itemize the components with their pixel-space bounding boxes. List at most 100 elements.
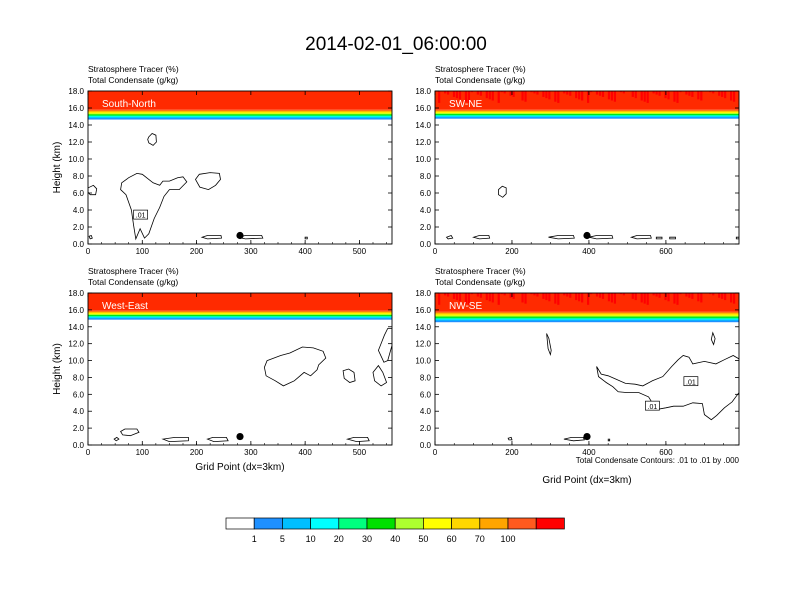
tracer-streak bbox=[512, 91, 515, 97]
tracer-streak bbox=[688, 91, 691, 96]
tracer-streak bbox=[718, 91, 721, 96]
tracer-streak bbox=[479, 293, 482, 298]
tracer-streak bbox=[721, 91, 724, 97]
tracer-streak bbox=[673, 293, 676, 304]
condensate-contour bbox=[372, 364, 388, 387]
colorbar-label: 30 bbox=[362, 534, 372, 544]
tracer-gradient-band bbox=[88, 115, 392, 117]
tracer-streak bbox=[554, 91, 557, 102]
condensate-contour bbox=[588, 235, 614, 240]
condensate-contour bbox=[596, 355, 739, 421]
tracer-gradient-band bbox=[88, 110, 392, 113]
plot-area: .01 .01 bbox=[435, 293, 739, 442]
tracer-streak bbox=[724, 293, 727, 301]
contour-label-box bbox=[133, 209, 149, 220]
tracer-streak bbox=[673, 91, 676, 102]
y-tick-label: 0.0 bbox=[420, 441, 432, 450]
tracer-streak bbox=[732, 91, 736, 102]
tracer-100-band bbox=[88, 293, 392, 311]
y-tick-label: 8.0 bbox=[420, 373, 432, 382]
tracer-streak bbox=[569, 293, 572, 298]
x-tick-label: 400 bbox=[582, 448, 596, 457]
tracer-streak bbox=[640, 293, 643, 303]
tracer-streak bbox=[655, 293, 658, 297]
condensate-contour bbox=[507, 436, 513, 441]
tracer-gradient-band bbox=[88, 317, 392, 319]
tracer-streak bbox=[470, 293, 474, 295]
tracer-gradient-band bbox=[435, 318, 739, 321]
tracer-gradient-band bbox=[88, 109, 392, 112]
tracer-gradient-band bbox=[435, 312, 739, 315]
plot-area bbox=[435, 91, 739, 240]
chart-title-line2: Total Condensate (g/kg) bbox=[435, 277, 525, 287]
tracer-streak bbox=[542, 91, 545, 97]
tracer-streak bbox=[458, 293, 462, 302]
plot-area bbox=[88, 293, 392, 443]
tracer-streak bbox=[554, 293, 557, 304]
x-tick-label: 400 bbox=[298, 247, 312, 256]
y-tick-label: 6.0 bbox=[73, 189, 85, 198]
tracer-streak bbox=[601, 91, 605, 97]
tracer-gradient-band bbox=[88, 117, 392, 119]
tracer-streak bbox=[464, 91, 468, 102]
chart-sw-ne: 0.0 2.0 4.0 6.0 8.0 10.0 12.0 14.0 16.0 18.0 0 200 4… bbox=[415, 64, 740, 256]
tracer-streak bbox=[578, 293, 581, 302]
tracer-gradient-band bbox=[435, 317, 739, 320]
x-tick-label: 200 bbox=[190, 247, 204, 256]
tracer-streak bbox=[607, 293, 611, 302]
section-label: South-North bbox=[102, 99, 156, 110]
tracer-streak bbox=[497, 293, 500, 305]
tracer-streak bbox=[497, 91, 500, 103]
plot-area: .01 bbox=[88, 91, 392, 241]
tracer-streak bbox=[587, 293, 590, 305]
colorbar-label: 100 bbox=[500, 534, 515, 544]
tracer-streak bbox=[658, 293, 661, 298]
chart-west-east: 0.0 2.0 4.0 6.0 8.0 10.0 12.0 14.0 16.0 18.0 0 100 2… bbox=[52, 266, 393, 473]
colorbar-label: 1 bbox=[252, 534, 257, 544]
tracer-streak bbox=[509, 293, 512, 298]
y-tick-label: 4.0 bbox=[420, 206, 432, 215]
tracer-gradient-band bbox=[88, 112, 392, 114]
tracer-streak bbox=[488, 293, 491, 302]
tracer-streak bbox=[581, 293, 584, 303]
y-tick-label: 18.0 bbox=[415, 87, 431, 96]
tracer-streak bbox=[524, 91, 527, 102]
page-title: 2014-02-01_06:00:00 bbox=[305, 34, 487, 55]
condensate-contour bbox=[304, 236, 308, 240]
tracer-streak bbox=[587, 91, 590, 103]
y-tick-label: 8.0 bbox=[420, 172, 432, 181]
condensate-contour bbox=[263, 346, 327, 387]
tracer-streak bbox=[438, 91, 441, 103]
tracer-gradient-band bbox=[435, 109, 739, 112]
condensate-contour bbox=[607, 438, 611, 442]
tracer-gradient-band bbox=[435, 116, 739, 118]
colorbar-label: 60 bbox=[447, 534, 457, 544]
condensate-contour bbox=[237, 235, 264, 240]
y-tick-label: 8.0 bbox=[73, 172, 85, 181]
tracer-streak bbox=[530, 91, 533, 93]
tracer-streak bbox=[619, 91, 622, 93]
tracer-gradient-band bbox=[435, 314, 739, 317]
condensate-contour bbox=[735, 236, 739, 240]
tracer-gradient-band bbox=[88, 111, 392, 114]
tracer-streak bbox=[524, 293, 527, 304]
tracer-gradient-band bbox=[435, 112, 739, 114]
tracer-streak bbox=[566, 91, 569, 95]
x-tick-label: 200 bbox=[505, 448, 519, 457]
condensate-contour bbox=[710, 331, 716, 346]
condensate-contour bbox=[88, 184, 98, 196]
tracer-streak bbox=[589, 293, 593, 295]
tracer-streak bbox=[730, 293, 733, 303]
tracer-streak bbox=[712, 91, 715, 94]
x-tick-label: 600 bbox=[659, 247, 673, 256]
x-tick-label: 500 bbox=[353, 247, 367, 256]
y-tick-label: 10.0 bbox=[68, 357, 84, 366]
tracer-streak bbox=[634, 91, 637, 99]
tracer-streak bbox=[643, 293, 646, 304]
y-tick-label: 0.0 bbox=[420, 240, 432, 249]
chart-title-line2: Total Condensate (g/kg) bbox=[435, 75, 525, 85]
chart-title-line1: Stratosphere Tracer (%) bbox=[435, 266, 526, 276]
tracer-streak bbox=[685, 293, 688, 297]
x-tick-label: 0 bbox=[433, 247, 438, 256]
tracer-streak bbox=[598, 293, 602, 298]
